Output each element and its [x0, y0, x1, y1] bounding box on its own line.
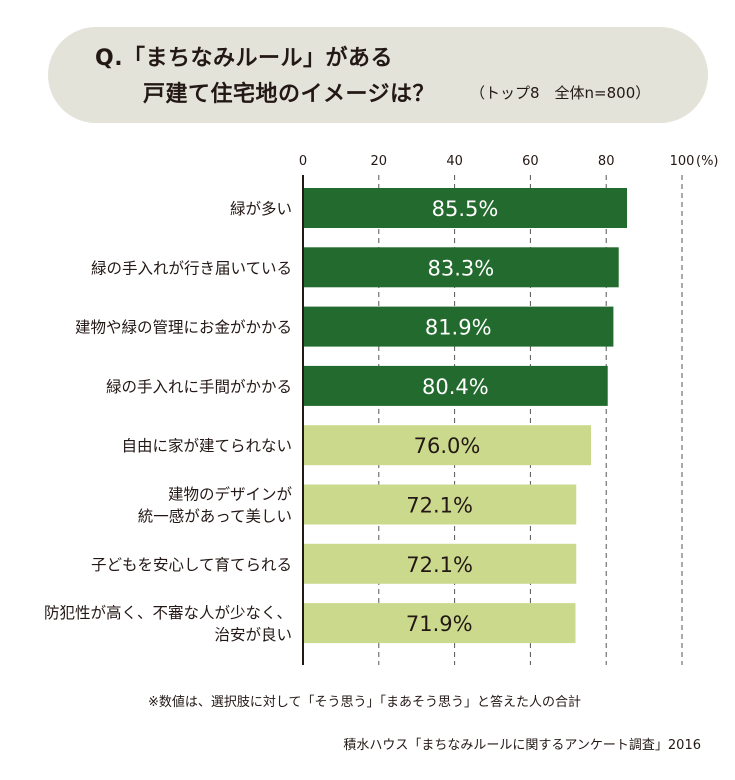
bar-value-label: 76.0%	[414, 434, 481, 458]
footnote: ※数値は、選択肢に対して「そう思う」「まあそう思う」と答えた人の合計	[148, 695, 582, 710]
bar-value-label: 83.3%	[427, 256, 494, 280]
x-tick-label: 20	[371, 154, 388, 169]
question-sample-info: （トップ8 全体n=800）	[470, 84, 651, 102]
bar	[303, 484, 577, 525]
category-label: 緑が多い	[230, 200, 292, 218]
bar	[303, 247, 619, 288]
bar-value-label: 81.9%	[425, 316, 492, 340]
bar-value-label: 72.1%	[406, 553, 473, 577]
question-box	[48, 27, 708, 123]
category-label: 子どもを安心して育てられる	[91, 556, 292, 574]
x-tick-label: 40	[446, 154, 463, 169]
x-tick-label: 80	[598, 154, 615, 169]
category-label: 建物や緑の管理にお金がかかる	[75, 319, 292, 337]
category-label: 防犯性が高く、不審な人が少なく、	[44, 604, 292, 622]
x-tick-label: 60	[522, 154, 539, 169]
question-line-1: Q.「まちなみルール」がある	[95, 46, 394, 71]
bar	[303, 603, 576, 644]
x-tick-label: 0	[299, 154, 307, 169]
bar-value-label: 71.9%	[406, 612, 473, 636]
bar	[303, 188, 628, 228]
bar-value-label: 72.1%	[406, 494, 473, 518]
category-label: 建物のデザインが	[168, 485, 293, 504]
category-label: 治安が良い	[214, 626, 292, 644]
source-credit: 積水ハウス「まちなみルールに関するアンケート調査」2016	[343, 738, 701, 753]
x-tick-label: 100	[670, 154, 695, 169]
bar-value-label: 85.5%	[432, 197, 499, 221]
bar	[303, 365, 608, 406]
category-label: 統一感があって美しい	[138, 508, 292, 526]
bar	[303, 543, 577, 584]
x-axis-unit: (%)	[696, 154, 719, 169]
category-label: 自由に家が建てられない	[121, 437, 292, 455]
question-line-2: 戸建て住宅地のイメージは？	[143, 82, 436, 107]
bar	[303, 306, 614, 347]
bar-value-label: 80.4%	[422, 375, 489, 399]
category-label: 緑の手入れに手間がかかる	[106, 378, 292, 396]
bar	[303, 425, 592, 466]
category-label: 緑の手入れが行き届いている	[91, 259, 292, 277]
